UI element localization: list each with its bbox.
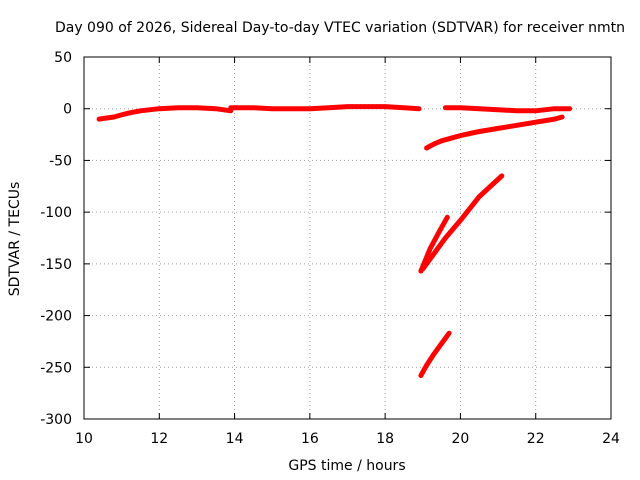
x-tick-label: 10 [75, 431, 93, 447]
y-axis-label: SDTVAR / TECUs [7, 182, 23, 297]
x-tick-label: 24 [602, 431, 620, 447]
series-arc-6 [418, 214, 450, 274]
y-tick-label: -250 [40, 360, 72, 376]
y-tick-label: -200 [40, 309, 72, 325]
y-tick-labels: 50 0 -50 -100 -150 -200 -250 -300 [40, 50, 72, 428]
y-tick-label: -300 [40, 412, 72, 428]
chart-title: Day 090 of 2026, Sidereal Day-to-day VTE… [55, 20, 625, 36]
x-tick-label: 16 [301, 431, 319, 447]
x-tick-labels: 10 12 14 16 18 20 22 24 [75, 431, 620, 447]
y-tick-label: -50 [49, 153, 72, 169]
series-arc-1 [96, 105, 234, 122]
y-tick-label: 0 [63, 102, 72, 118]
x-tick-label: 22 [527, 431, 545, 447]
y-tick-label: -150 [40, 257, 72, 273]
data-series [96, 104, 573, 379]
series-arc-2 [228, 104, 422, 112]
series-arc-3 [442, 105, 573, 114]
series-arc-7 [418, 330, 452, 379]
y-tick-label: 50 [54, 50, 72, 66]
grid [84, 57, 611, 419]
x-tick-label: 14 [226, 431, 244, 447]
x-tick-label: 20 [452, 431, 470, 447]
x-tick-label: 18 [376, 431, 394, 447]
axis-ticks [83, 56, 612, 420]
x-axis-label: GPS time / hours [288, 458, 405, 474]
y-tick-label: -100 [40, 205, 72, 221]
series-arc-5 [420, 173, 505, 272]
series-arc-4 [424, 114, 565, 151]
plot-frame [83, 56, 612, 420]
x-tick-label: 12 [150, 431, 168, 447]
